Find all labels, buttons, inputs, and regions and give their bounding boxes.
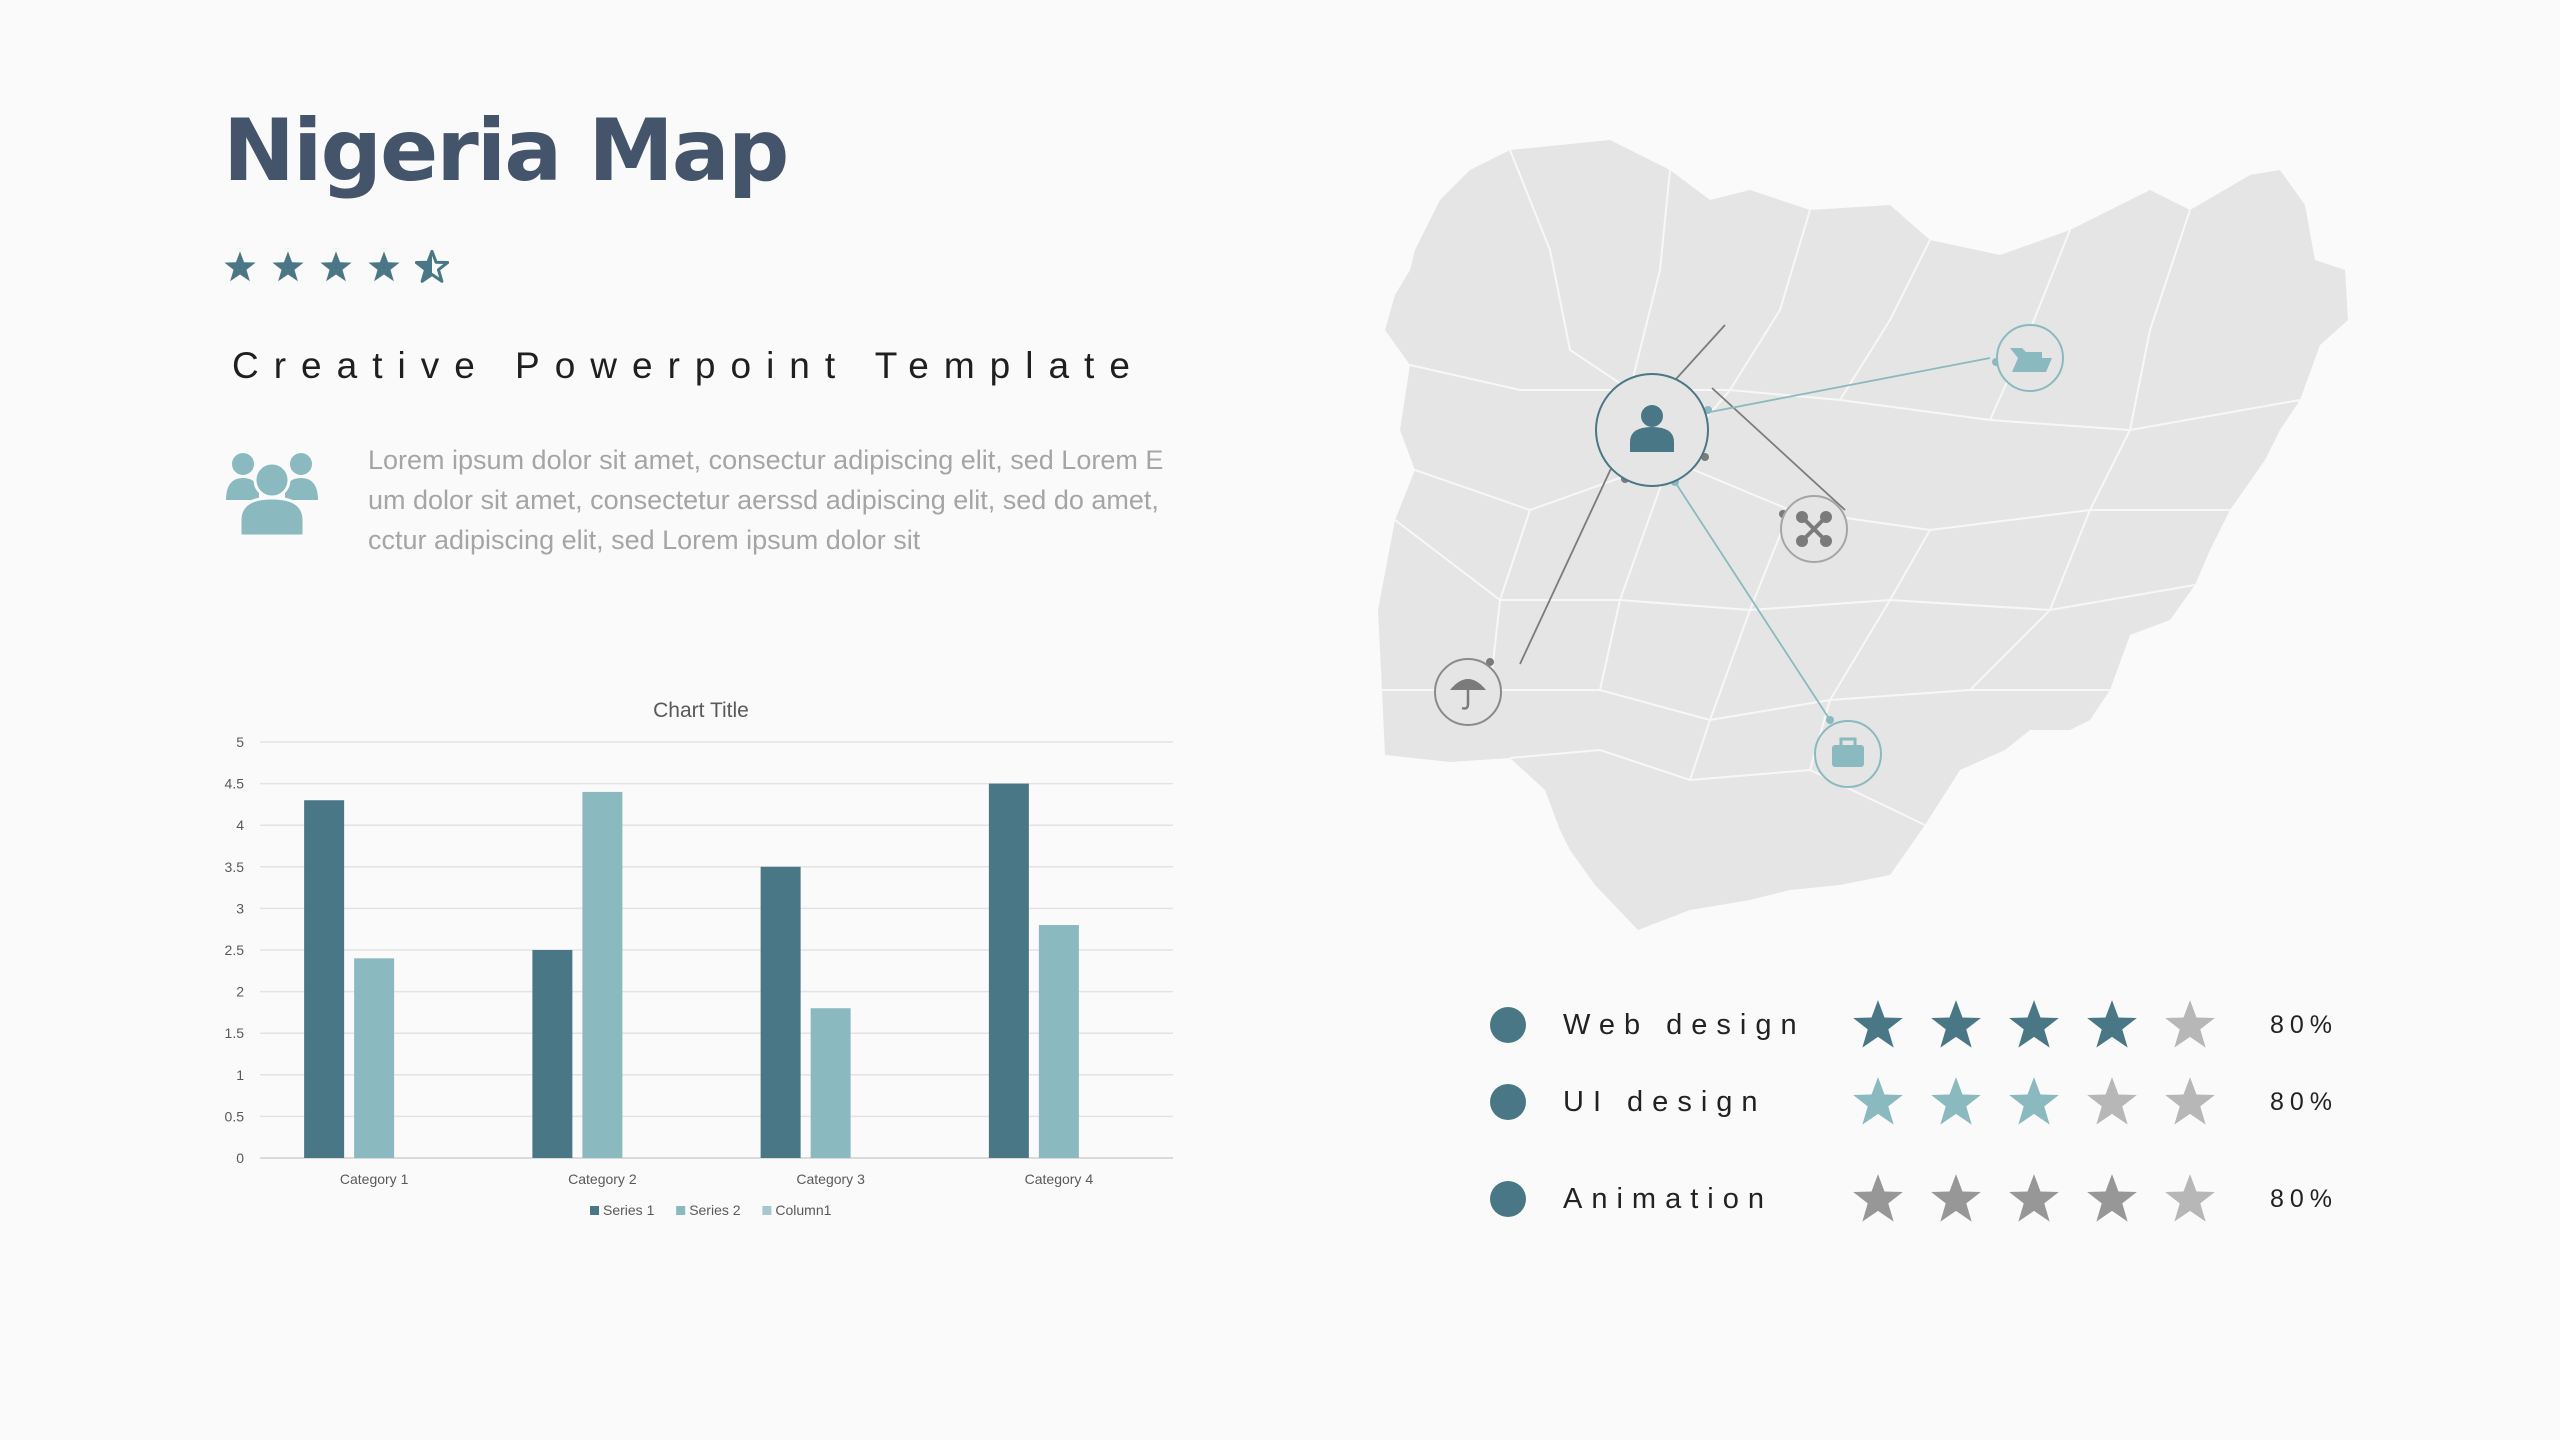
- bullet-dot: [1490, 1007, 1526, 1043]
- skill-stars: [1850, 998, 2218, 1052]
- y-tick-label: 3: [236, 900, 244, 916]
- chart-x-ticks: Category 1 Category 2 Category 3 Category 4: [340, 1171, 1093, 1187]
- star-icon: [2087, 1174, 2137, 1222]
- umbrella-icon: [1450, 679, 1486, 710]
- star-icon: [2009, 1000, 2059, 1048]
- star-icon: [2165, 1174, 2215, 1222]
- bar: [810, 1008, 851, 1158]
- star-icon: [2009, 1077, 2059, 1125]
- legend-label: Series 1: [603, 1202, 655, 1218]
- star-icon: [415, 250, 449, 283]
- chart-bars: [304, 783, 1079, 1158]
- umbrella-node[interactable]: [1434, 658, 1502, 726]
- folder-open-icon: [2010, 348, 2052, 372]
- skill-stars: [1850, 1172, 2218, 1226]
- bar: [304, 800, 345, 1158]
- legend-swatch: [762, 1206, 772, 1215]
- x-tick-label: Category 4: [1025, 1171, 1094, 1187]
- chart-grid: [260, 741, 1173, 1159]
- user-icon: [1630, 405, 1674, 452]
- star-icon: [2009, 1174, 2059, 1222]
- team-icon: [226, 453, 318, 536]
- x-tick-label: Category 3: [796, 1171, 865, 1187]
- legend-label: Series 2: [689, 1202, 741, 1218]
- star-icon: [2087, 1000, 2137, 1048]
- bar: [354, 958, 395, 1158]
- star-icon: [1931, 1077, 1981, 1125]
- star-icon: [320, 251, 352, 282]
- skill-row-animation: Animation 80%: [1490, 1174, 2332, 1222]
- chart-legend: Series 1 Series 2 Column1: [590, 1202, 832, 1218]
- y-tick-label: 5: [236, 734, 244, 750]
- skill-percent: 80%: [2270, 1087, 2339, 1116]
- briefcase-icon: [1832, 737, 1864, 767]
- skill-row-ui-design: UI design 80%: [1490, 1077, 2332, 1125]
- skill-stars: [1850, 1075, 2218, 1129]
- y-tick-label: 3.5: [225, 859, 245, 875]
- star-icon: [1931, 1174, 1981, 1222]
- page-title: Nigeria Map: [223, 101, 789, 201]
- x-tick-label: Category 2: [568, 1171, 637, 1187]
- y-tick-label: 1: [236, 1067, 244, 1083]
- bar: [760, 866, 801, 1158]
- joomla-node[interactable]: [1780, 495, 1848, 563]
- y-tick-label: 4: [236, 817, 244, 833]
- star-icon: [2165, 1077, 2215, 1125]
- bullet-dot: [1490, 1181, 1526, 1217]
- folder-node[interactable]: [1996, 324, 2064, 392]
- rating-stars: [223, 250, 449, 284]
- legend-swatch: [590, 1206, 599, 1215]
- star-icon: [2165, 1000, 2215, 1048]
- y-tick-label: 2: [236, 984, 244, 1000]
- bar: [582, 791, 623, 1158]
- y-tick-label: 0: [236, 1150, 244, 1166]
- body-text: Lorem ipsum dolor sit amet, consectur ad…: [368, 445, 1164, 555]
- legend-label: Column1: [775, 1202, 831, 1218]
- y-tick-label: 4.5: [225, 776, 245, 792]
- skill-label: UI design: [1563, 1085, 1767, 1118]
- star-icon: [1931, 1000, 1981, 1048]
- star-icon: [1853, 1174, 1903, 1222]
- star-icon: [368, 251, 400, 282]
- chart-y-ticks: 0 0.5 1 1.5 2 2.5 3 3.5 4 4.5 5: [225, 734, 245, 1166]
- star-icon: [1853, 1000, 1903, 1048]
- skill-label: Animation: [1563, 1182, 1773, 1215]
- bar: [988, 783, 1029, 1158]
- bar: [532, 950, 573, 1158]
- skill-percent: 80%: [2270, 1184, 2339, 1213]
- chart-title: Chart Title: [653, 699, 749, 722]
- skill-percent: 80%: [2270, 1010, 2339, 1039]
- joomla-icon: [1796, 511, 1832, 547]
- subtitle: Creative Powerpoint Template: [232, 345, 1145, 386]
- bar: [1038, 925, 1079, 1158]
- star-icon: [1853, 1077, 1903, 1125]
- nigeria-map: [1370, 130, 2370, 930]
- bullet-dot: [1490, 1084, 1526, 1120]
- y-tick-label: 2.5: [225, 942, 245, 958]
- star-icon: [224, 251, 256, 282]
- y-tick-label: 1.5: [225, 1025, 245, 1041]
- skill-label: Web design: [1563, 1008, 1806, 1041]
- legend-swatch: [676, 1206, 686, 1215]
- bar-chart: Chart Title 0 0.5 1 1.5 2 2.5 3 3.5 4 4.5 5 Catego…: [225, 699, 1173, 1218]
- skill-row-web-design: Web design 80%: [1490, 1000, 2332, 1048]
- x-tick-label: Category 1: [340, 1171, 409, 1187]
- briefcase-node[interactable]: [1814, 720, 1882, 788]
- star-icon: [272, 251, 304, 282]
- y-tick-label: 0.5: [225, 1108, 245, 1124]
- nigeria-map-shape: [1378, 140, 2348, 930]
- star-icon: [2087, 1077, 2137, 1125]
- user-node[interactable]: [1595, 373, 1709, 487]
